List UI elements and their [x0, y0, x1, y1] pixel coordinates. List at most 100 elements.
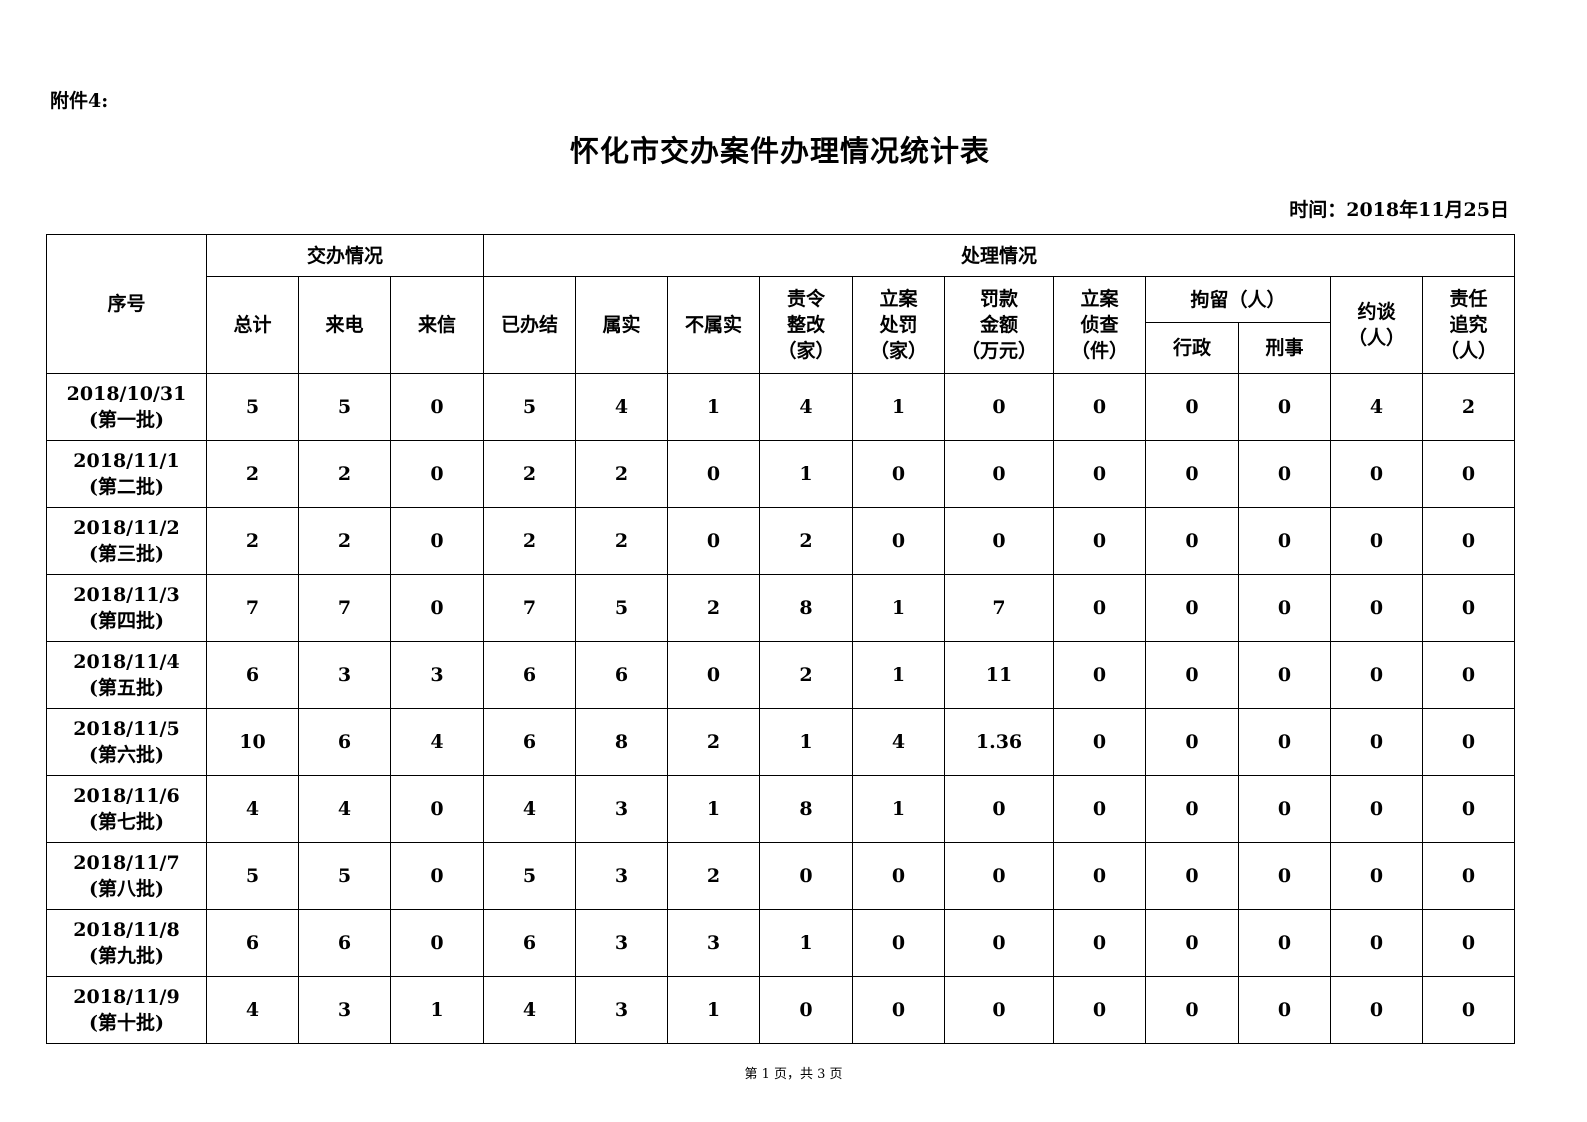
header-phone: 来电 — [298, 276, 391, 374]
cell-value: 0 — [1145, 909, 1239, 977]
cell-value: 2 — [759, 507, 853, 575]
cell-value: 0 — [944, 440, 1054, 508]
cell-value: 0 — [1145, 373, 1239, 441]
cell-value: 2 — [206, 440, 299, 508]
cell-value: 0 — [1238, 373, 1331, 441]
cell-value: 5 — [298, 842, 391, 910]
cell-value: 5 — [483, 373, 576, 441]
cell-value: 0 — [944, 775, 1054, 843]
cell-value: 4 — [575, 373, 668, 441]
cell-value: 5 — [206, 373, 299, 441]
cell-value: 0 — [390, 373, 484, 441]
header-total: 总计 — [206, 276, 299, 374]
table-row: 2018/11/1 (第二批) 2 2 0 2 2 0 1 0 0 0 0 0 0 0 — [46, 440, 1516, 508]
cell-value: 0 — [1053, 641, 1146, 709]
date-label: 时间：2018年11月25日 — [1289, 199, 1509, 221]
cell-value: 6 — [206, 641, 299, 709]
cell-value: 6 — [298, 909, 391, 977]
cell-value: 0 — [1330, 775, 1423, 843]
cell-seq: 2018/11/3 (第四批) — [46, 574, 207, 642]
cell-value: 0 — [1238, 842, 1331, 910]
cell-value: 6 — [298, 708, 391, 776]
cell-value: 3 — [575, 909, 668, 977]
cell-seq: 2018/11/8 (第九批) — [46, 909, 207, 977]
cell-value: 0 — [1330, 641, 1423, 709]
cell-value: 2 — [483, 507, 576, 575]
cell-value: 3 — [390, 641, 484, 709]
cell-value: 0 — [390, 574, 484, 642]
header-handled-group: 处理情况 — [482, 234, 1516, 277]
cell-value: 0 — [1145, 976, 1239, 1044]
cell-value: 0 — [1330, 708, 1423, 776]
header-case-penalty: 立案 处罚 （家） — [852, 276, 945, 374]
cell-seq: 2018/11/9 (第十批) — [46, 976, 207, 1044]
cell-value: 0 — [944, 842, 1054, 910]
cell-value: 1 — [852, 775, 945, 843]
cell-value: 0 — [1145, 775, 1239, 843]
header-letter: 来信 — [390, 276, 484, 374]
cell-value: 11 — [944, 641, 1054, 709]
cell-value: 0 — [1421, 507, 1516, 575]
cell-value: 0 — [759, 976, 853, 1044]
header-interview: 约谈 （人） — [1330, 276, 1423, 374]
cell-value: 0 — [1053, 708, 1146, 776]
cell-value: 0 — [944, 507, 1054, 575]
cell-value: 0 — [1145, 842, 1239, 910]
cell-value: 5 — [298, 373, 391, 441]
page-footer: 第 1 页，共 3 页 — [744, 1067, 843, 1082]
cell-value: 2 — [483, 440, 576, 508]
cell-value: 5 — [575, 574, 668, 642]
cell-seq: 2018/11/6 (第七批) — [46, 775, 207, 843]
cell-value: 1 — [852, 574, 945, 642]
cell-value: 0 — [1421, 440, 1516, 508]
cell-value: 3 — [575, 842, 668, 910]
cell-value: 0 — [1053, 775, 1146, 843]
table-row: 2018/10/31 (第一批) 5 5 0 5 4 1 4 1 0 0 0 0 4 2 — [46, 373, 1516, 441]
cell-value: 0 — [759, 842, 853, 910]
header-case-investigate: 立案 侦查 （件） — [1053, 276, 1146, 374]
cell-value: 6 — [206, 909, 299, 977]
cell-value: 0 — [1238, 909, 1331, 977]
cell-value: 0 — [390, 909, 484, 977]
cell-value: 4 — [298, 775, 391, 843]
header-criminal: 刑事 — [1238, 322, 1331, 374]
header-ordered-rectify: 责令 整改 （家） — [759, 276, 853, 374]
cell-value: 0 — [1238, 574, 1331, 642]
cell-value: 0 — [1330, 976, 1423, 1044]
page-title: 怀化市交办案件办理情况统计表 — [569, 134, 990, 168]
cell-value: 1 — [667, 373, 760, 441]
table-row: 2018/11/4 (第五批) 6 3 3 6 6 0 2 1 11 0 0 0 0 0 — [46, 641, 1516, 709]
cell-value: 0 — [1330, 842, 1423, 910]
cell-seq: 2018/10/31 (第一批) — [46, 373, 207, 441]
cell-value: 7 — [483, 574, 576, 642]
cell-value: 6 — [483, 641, 576, 709]
cell-value: 5 — [483, 842, 576, 910]
cell-value: 0 — [944, 976, 1054, 1044]
cell-value: 0 — [1145, 641, 1239, 709]
cell-value: 0 — [1238, 641, 1331, 709]
cell-value: 4 — [483, 775, 576, 843]
cell-seq: 2018/11/2 (第三批) — [46, 507, 207, 575]
cell-value: 2 — [667, 842, 760, 910]
cell-value: 0 — [1053, 842, 1146, 910]
cell-value: 0 — [1330, 440, 1423, 508]
cell-value: 0 — [1238, 976, 1331, 1044]
cell-value: 0 — [1421, 641, 1516, 709]
cell-value: 0 — [667, 440, 760, 508]
cell-value: 7 — [944, 574, 1054, 642]
cell-value: 0 — [1053, 976, 1146, 1044]
cell-value: 6 — [483, 708, 576, 776]
cell-value: 3 — [575, 775, 668, 843]
table-row: 2018/11/8 (第九批) 6 6 0 6 3 3 1 0 0 0 0 0 0 0 — [46, 909, 1516, 977]
attachment-label: 附件4: — [50, 90, 109, 112]
cell-value: 0 — [852, 507, 945, 575]
cell-value: 0 — [1238, 708, 1331, 776]
cell-value: 1 — [759, 909, 853, 977]
cell-seq: 2018/11/1 (第二批) — [46, 440, 207, 508]
cell-value: 6 — [483, 909, 576, 977]
cell-value: 0 — [390, 842, 484, 910]
cell-value: 0 — [1145, 574, 1239, 642]
cell-value: 1 — [390, 976, 484, 1044]
cell-value: 8 — [575, 708, 668, 776]
cell-value: 0 — [1145, 440, 1239, 508]
